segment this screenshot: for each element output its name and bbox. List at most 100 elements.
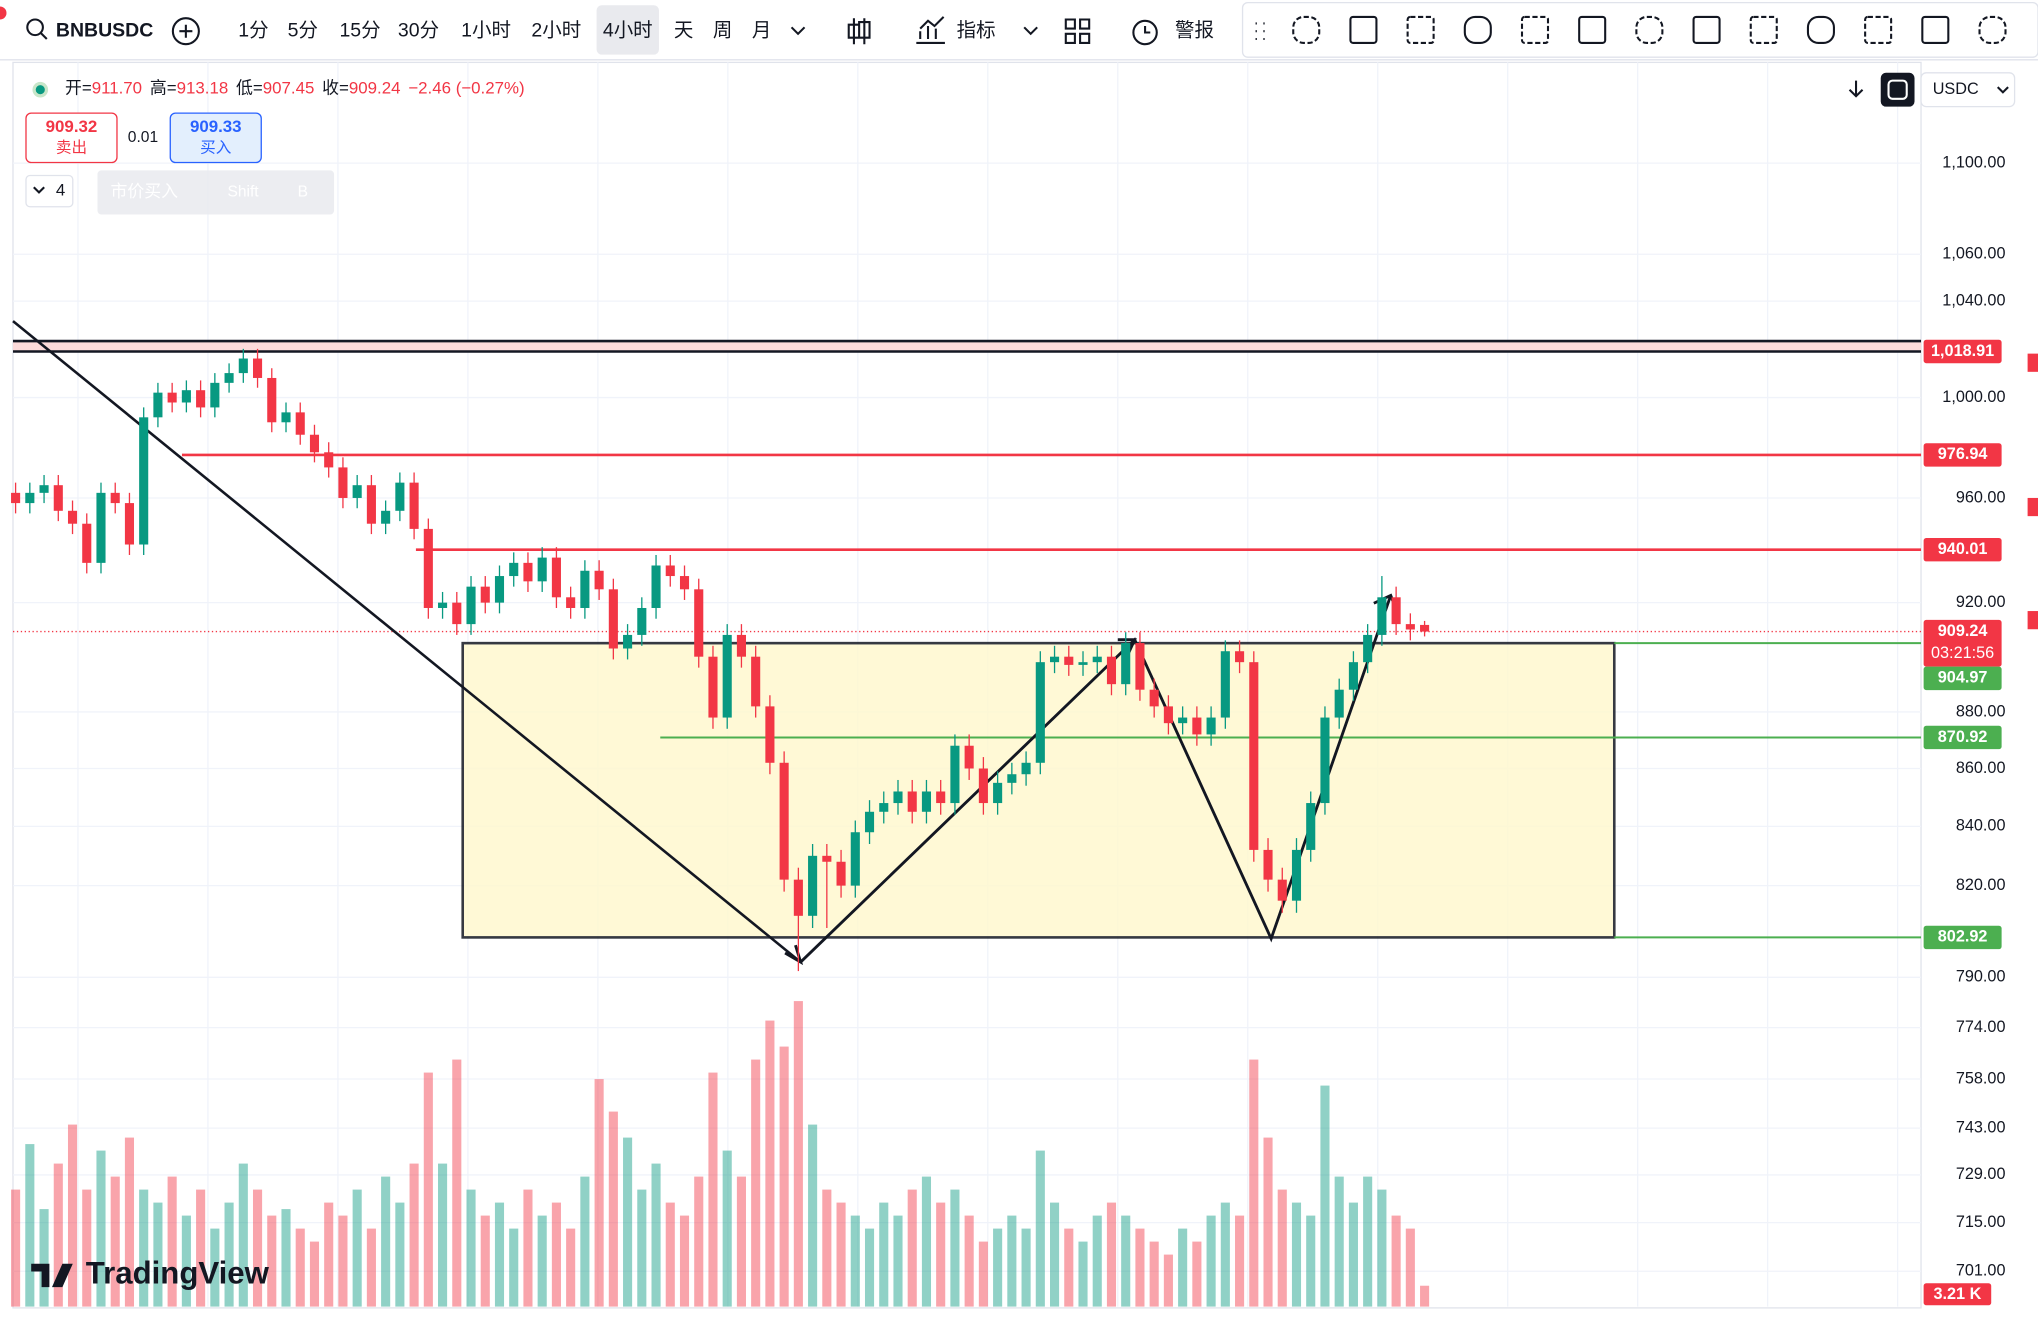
legend-value: 911.70 [92,79,142,98]
volume-bar [836,1202,846,1307]
volume-bar [1277,1189,1287,1307]
timeframe[interactable]: 30分 [398,19,439,41]
volume-bar [907,1189,917,1307]
layout-icon[interactable] [1064,18,1091,44]
indicators[interactable]: 指标 [957,19,996,41]
drawing-tool[interactable] [1921,15,1950,44]
price-line-label: 940.01 [1938,540,1988,558]
fullscreen-icon [1887,79,1908,100]
symbol[interactable]: BNBUSDC [56,19,153,41]
chevron [33,186,45,194]
candle-body [679,576,690,590]
chart-type-icon[interactable] [847,18,871,45]
status-dot [35,85,45,95]
volume-bar [181,1215,191,1307]
candle-body [779,762,789,880]
timeframe[interactable]: 2小时 [531,19,581,41]
candle-body [736,634,746,657]
drawing-tool[interactable] [1578,15,1607,44]
volume-bar [153,1202,163,1307]
legend-key: 低= [236,79,263,98]
candle-body [936,791,946,804]
resistance-band [12,341,1922,352]
drawing-tool[interactable] [1692,15,1721,44]
drawing-tool[interactable] [1292,15,1321,44]
timeframe[interactable]: 1分 [238,19,268,41]
drawing-tool[interactable] [1864,15,1893,44]
alerts[interactable]: 警报 [1175,19,1214,41]
indicator-icon[interactable] [916,16,945,44]
volume-bar [96,1150,106,1307]
volume-bar [864,1228,875,1307]
alert-icon[interactable] [1132,19,1158,46]
timeframe[interactable]: 5分 [288,19,318,41]
countdown: 03:21:56 [1931,644,1994,662]
y-tick-label: 790.00 [1956,968,2006,986]
volume-bar [509,1228,519,1307]
candle-body [1192,717,1202,735]
candle-body [765,706,775,763]
currency-select[interactable] [1920,72,2016,108]
legend-value: 909.24 [349,79,401,98]
timeframe[interactable]: 月 [752,19,771,41]
volume-bar [722,1150,732,1307]
candle-body [324,452,334,468]
candle-body [381,510,391,524]
fullscreen-button[interactable] [1880,72,1915,107]
candle-body [338,467,348,498]
plot-frame [12,61,1922,1309]
drawing-tool[interactable] [1749,15,1778,44]
y-tick-label: 743.00 [1956,1118,2006,1136]
volume-bar [1035,1150,1045,1307]
lots: 4 [56,181,65,200]
timeframe[interactable]: 15分 [339,19,380,41]
sell-price: 909.32 [46,117,98,136]
price-line-label-bg [1923,666,2002,691]
candle-body [793,879,803,916]
active-timeframe-bg [596,5,659,55]
download-icon[interactable] [1848,80,1864,98]
timeframe[interactable]: 1小时 [461,19,511,41]
drawing-tool[interactable] [1978,15,2007,44]
y-tick-label: 820.00 [1956,876,2006,894]
y-tick-label: 860.00 [1956,759,2006,777]
volume-bar [1405,1228,1415,1307]
add-symbol[interactable] [171,17,200,46]
candle-body [907,791,917,812]
candle-body [124,503,135,545]
volume-bar [822,1189,832,1307]
timeframe[interactable]: 天 [674,19,693,41]
drawing-tool[interactable] [1406,15,1435,44]
y-tick-label: 1,100.00 [1942,153,2005,171]
candle-body [580,570,590,608]
candle-body [1078,662,1088,665]
volume-bar [381,1176,391,1307]
timeframe[interactable]: 周 [713,19,732,41]
volume-bar [566,1228,576,1307]
sell-button[interactable] [25,112,118,164]
last-price-label: 909.24 [1938,622,1988,640]
candle-body [751,656,761,707]
candle-body [238,358,248,374]
drawing-tool[interactable] [1463,15,1492,44]
chevron[interactable] [790,26,806,36]
candle-body [1235,651,1245,663]
candle-body [267,377,277,423]
volume-bar [124,1137,135,1307]
candle-body [110,492,120,504]
candle-body [1405,624,1415,630]
candle-body [11,492,21,504]
candle-body [509,562,519,577]
drawing-tool[interactable] [1635,15,1664,44]
timeframe[interactable]: 4小时 [603,19,653,41]
drawing-tool[interactable] [1349,15,1378,44]
lots-toggle[interactable] [25,174,74,208]
search-icon[interactable] [26,18,44,37]
tooltip [97,170,335,215]
drawing-tool[interactable] [1806,15,1835,44]
buy-button[interactable] [169,112,262,164]
drawing-tool[interactable] [1520,15,1550,44]
quantity[interactable]: 0.01 [128,129,158,146]
candle-body [224,373,234,383]
chevron[interactable] [1023,26,1038,36]
